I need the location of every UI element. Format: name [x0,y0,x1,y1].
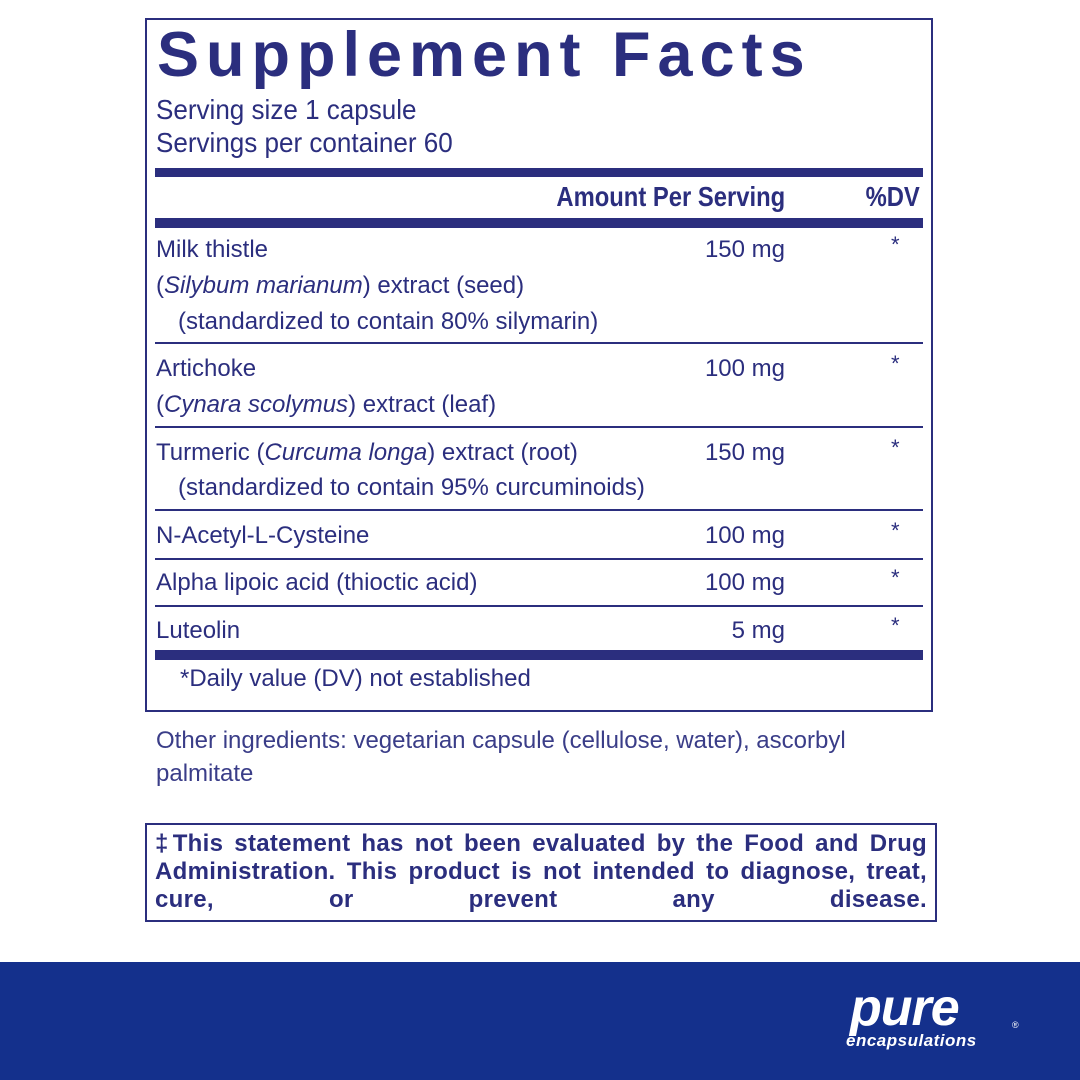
other-ingredients: Other ingredients: vegetarian capsule (c… [156,727,846,754]
dv-footnote: *Daily value (DV) not established [180,665,531,692]
dv-header: %DV [865,181,920,212]
brand-logo-subtitle: encapsulations [846,1031,977,1050]
registered-mark: ® [1012,1020,1019,1030]
row-divider [155,426,923,428]
ingredient-source: (Cynara scolymus) extract (leaf) [156,391,497,418]
ingredient-dv: * [891,435,900,460]
ingredient-amount: 5 mg [731,617,785,644]
ingredient-amount: 100 mg [704,569,785,596]
other-ingredients-cont: palmitate [156,760,254,787]
ingredient-name: Milk thistle [156,236,269,263]
ingredient-name: Artichoke [156,355,257,382]
ingredient-dv: * [891,232,900,257]
fda-disclaimer-box [145,823,937,922]
brand-logo: pure [850,979,960,1037]
ingredient-source: (Silybum marianum) extract (seed) [156,272,525,299]
panel-title: Supplement Facts [157,20,812,90]
serving-size: Serving size 1 capsule [156,94,417,125]
ingredient-name: Alpha lipoic acid (thioctic acid) [156,569,478,596]
row-divider [155,605,923,607]
ingredient-dv: * [891,351,900,376]
fda-disclaimer: ‡This statement has not been evaluated b… [155,830,927,913]
thick-divider [155,168,923,177]
servings-per-container: Servings per container 60 [156,127,453,158]
amount-per-serving-header: Amount Per Serving [556,181,785,212]
brand-banner [0,962,1080,1080]
thick-divider [155,650,923,660]
ingredient-name: Luteolin [156,617,241,644]
row-divider [155,558,923,560]
thick-divider [155,218,923,228]
row-divider [155,509,923,511]
supplement-facts-panel [145,18,933,712]
row-divider [155,342,923,344]
ingredient-amount: 100 mg [704,522,785,549]
ingredient-name: Turmeric (Curcuma longa) extract (root) [156,439,578,466]
ingredient-standardization: (standardized to contain 80% silymarin) [178,308,599,335]
ingredient-dv: * [891,613,900,638]
ingredient-amount: 150 mg [704,439,785,466]
ingredient-dv: * [891,565,900,590]
ingredient-amount: 100 mg [704,355,785,382]
ingredient-name: N-Acetyl-L-Cysteine [156,522,370,549]
ingredient-dv: * [891,518,900,543]
ingredient-standardization: (standardized to contain 95% curcuminoid… [178,474,645,501]
ingredient-amount: 150 mg [704,236,785,263]
